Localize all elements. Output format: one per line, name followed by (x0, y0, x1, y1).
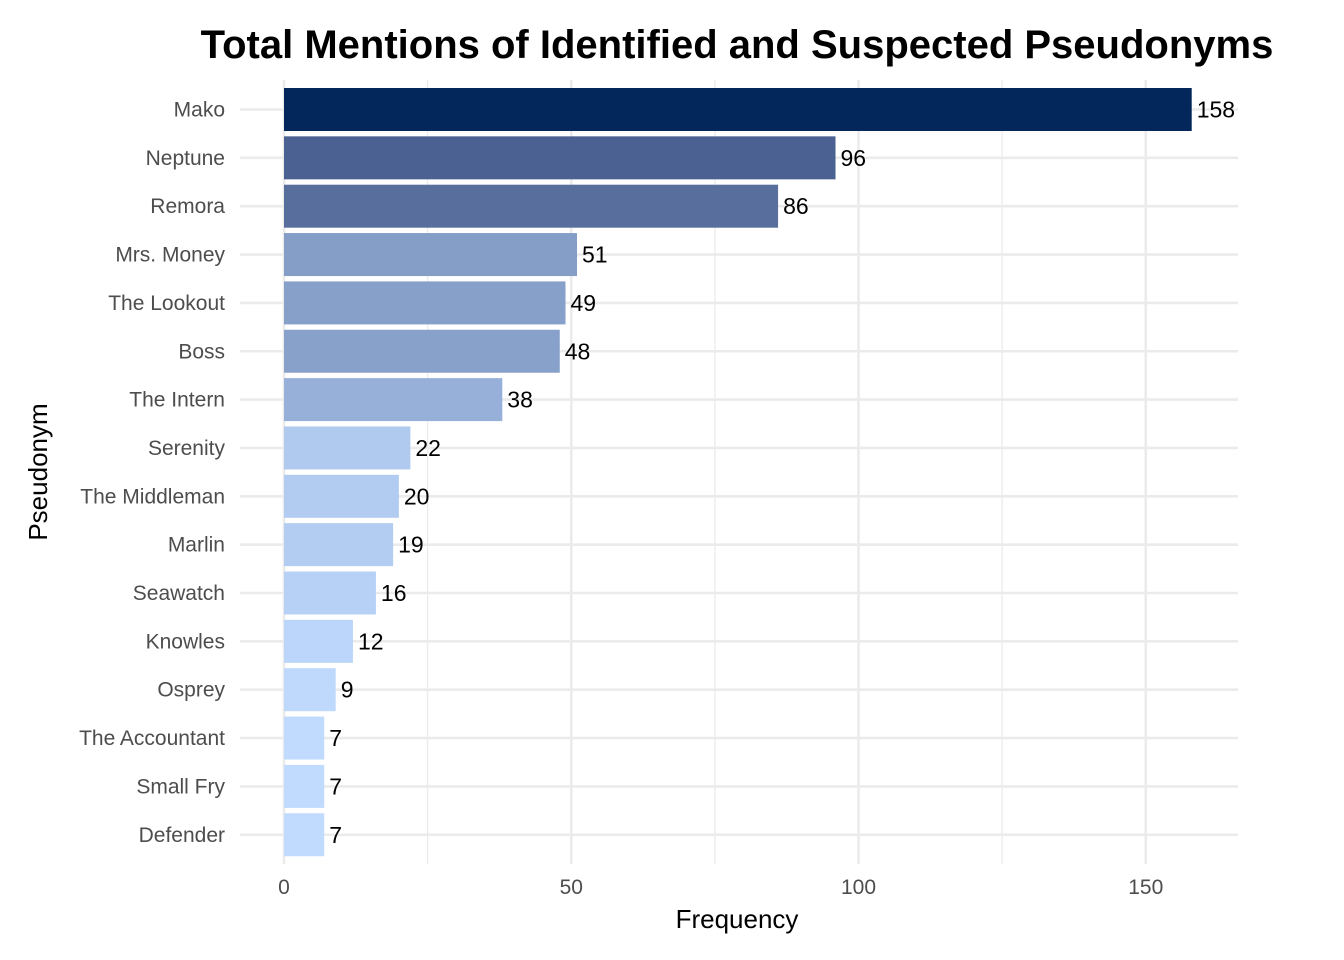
data-label: 22 (415, 435, 441, 461)
bar (284, 474, 399, 518)
data-label: 12 (358, 628, 384, 654)
x-tick-label: 150 (1128, 876, 1163, 899)
y-tick-label: Marlin (168, 534, 225, 557)
bar (284, 136, 836, 180)
y-axis-title: Pseudonym (23, 403, 53, 540)
bar (284, 813, 325, 857)
bar (284, 233, 577, 277)
data-label: 51 (582, 242, 608, 268)
y-tick-label: Osprey (157, 679, 225, 702)
data-label: 38 (507, 387, 533, 413)
chart-title: Total Mentions of Identified and Suspect… (201, 23, 1274, 67)
y-tick-label: The Middleman (80, 485, 225, 508)
y-tick-label: Knowles (146, 630, 225, 653)
bars (284, 88, 1192, 857)
x-tick-labels: 0 50 100 150 (278, 876, 1163, 899)
y-tick-label: The Lookout (108, 292, 225, 315)
bar (284, 764, 325, 808)
data-label: 96 (841, 145, 867, 171)
y-tick-label: The Accountant (79, 727, 225, 750)
x-tick-label: 0 (278, 876, 290, 899)
bar (284, 523, 394, 567)
bar (284, 329, 560, 373)
data-label: 86 (783, 193, 809, 219)
data-label: 7 (329, 773, 342, 799)
data-label: 19 (398, 532, 424, 558)
y-tick-labels: Mako Neptune Remora Mrs. Money The Lookout Bo… (79, 99, 225, 847)
x-tick-label: 50 (560, 876, 583, 899)
bar (284, 184, 779, 228)
y-tick-label: Boss (178, 340, 225, 363)
y-tick-label: Mako (174, 99, 225, 122)
data-label: 49 (571, 290, 597, 316)
data-label: 16 (381, 580, 407, 606)
bar (284, 426, 411, 470)
bar (284, 281, 566, 325)
y-tick-label: Small Fry (136, 775, 225, 798)
x-tick-label: 100 (841, 876, 876, 899)
data-label: 48 (565, 338, 591, 364)
data-label: 158 (1197, 97, 1235, 123)
bar (284, 668, 336, 712)
data-label: 20 (404, 483, 430, 509)
data-labels: 158 96 86 51 49 48 38 22 20 19 16 129 7 7 7 (329, 97, 1235, 848)
bar (284, 378, 503, 422)
x-axis-title: Frequency (676, 904, 799, 934)
y-tick-label: Remora (150, 195, 225, 218)
y-tick-label: Seawatch (133, 582, 225, 605)
data-label: 7 (329, 822, 342, 848)
bar (284, 571, 376, 615)
data-label: 9 (341, 677, 354, 703)
bar (284, 619, 353, 663)
data-label: 7 (329, 725, 342, 751)
y-tick-label: Defender (139, 824, 225, 847)
y-tick-label: Serenity (148, 437, 226, 460)
y-tick-label: The Intern (129, 389, 225, 412)
y-tick-label: Neptune (146, 147, 225, 170)
y-tick-label: Mrs. Money (115, 244, 225, 267)
bar (284, 716, 325, 760)
bar (284, 88, 1192, 131)
